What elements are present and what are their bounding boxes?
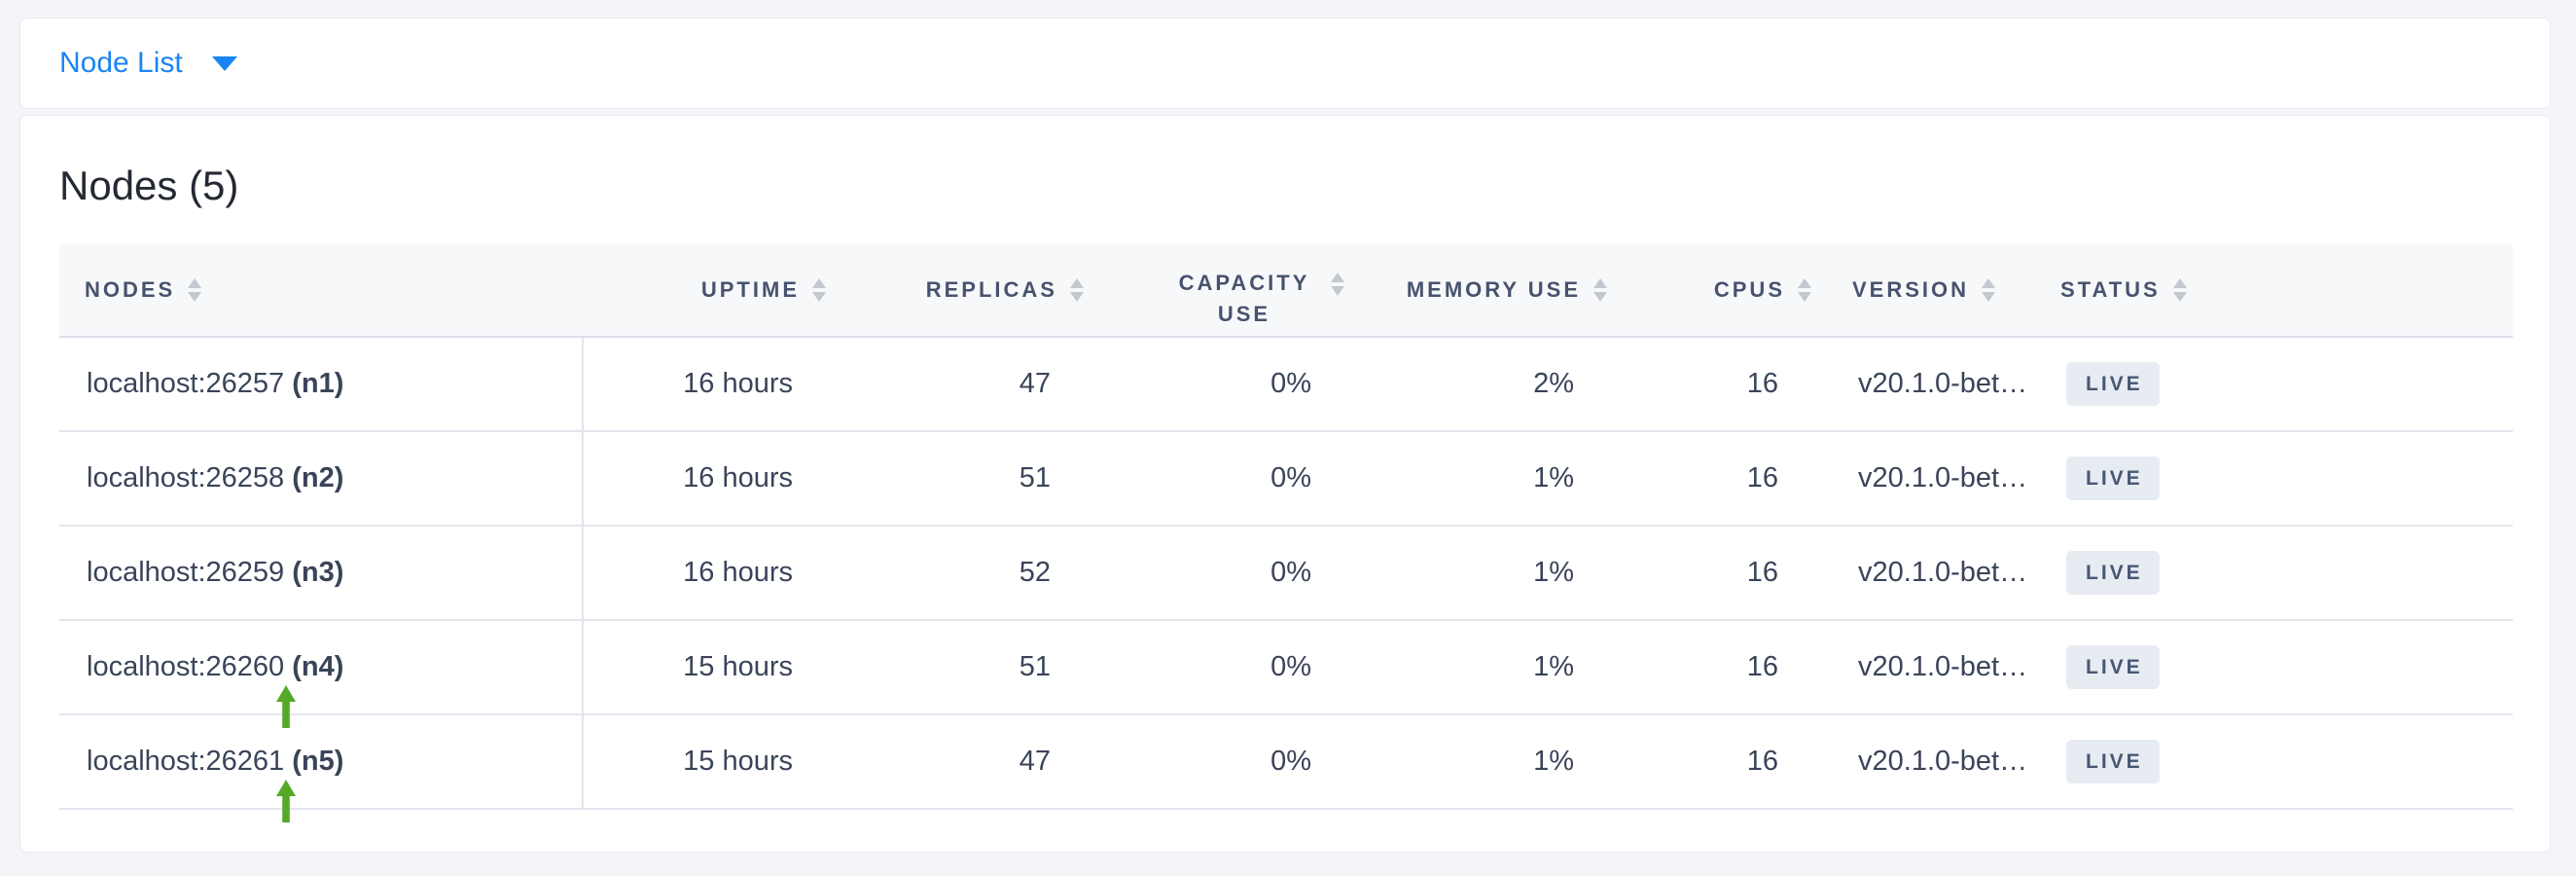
table-row: localhost:26261 (n5) 15 hours 47 0% 1% 1… (59, 714, 2513, 822)
version-cell: v20.1.0-bet… (1811, 431, 2033, 527)
capacity-use-cell: 0% (1084, 620, 1344, 715)
content-card: Nodes (5) NODES UPTIME (19, 115, 2551, 853)
column-header-nodes[interactable]: NODES (59, 244, 583, 338)
status-cell: LIVE (2033, 431, 2513, 527)
sort-icon (812, 278, 826, 302)
memory-use-cell: 1% (1344, 431, 1607, 527)
node-address: localhost:26258 (87, 462, 285, 493)
node-list-dropdown[interactable]: Node List (59, 47, 237, 80)
column-header-replicas-label: REPLICAS (925, 277, 1057, 302)
column-header-memory-use[interactable]: MEMORY USE (1344, 244, 1607, 338)
memory-use-cell: 1% (1344, 714, 1607, 810)
green-up-arrow-icon (274, 780, 298, 822)
column-header-nodes-label: NODES (85, 277, 176, 302)
node-address: localhost:26260 (87, 651, 285, 682)
column-header-memory-use-label: MEMORY USE (1406, 277, 1581, 302)
node-address-cell: localhost:26260 (n4) (59, 620, 584, 728)
node-id: (n4) (292, 651, 344, 682)
node-id: (n1) (292, 368, 344, 399)
sort-icon (1593, 278, 1607, 302)
sort-icon (1070, 278, 1084, 302)
column-header-uptime[interactable]: UPTIME (583, 244, 826, 338)
replicas-cell: 47 (826, 337, 1084, 432)
green-up-arrow-icon (274, 685, 298, 728)
column-header-status-label: STATUS (2060, 277, 2161, 302)
replicas-cell: 47 (826, 714, 1084, 810)
uptime-cell: 16 hours (583, 337, 826, 432)
status-cell: LIVE (2033, 714, 2513, 810)
node-address: localhost:26261 (87, 746, 285, 777)
status-badge: LIVE (2066, 740, 2160, 784)
column-header-cpus[interactable]: CPUS (1607, 244, 1811, 338)
column-header-capacity-use[interactable]: CAPACITY USE (1084, 244, 1344, 338)
status-badge: LIVE (2066, 362, 2160, 406)
column-header-replicas[interactable]: REPLICAS (826, 244, 1084, 338)
nodes-table: NODES UPTIME REPLICAS CAPACITY USE M (59, 244, 2513, 822)
column-header-version[interactable]: VERSION (1811, 244, 2033, 338)
node-list-dropdown-label: Node List (59, 47, 183, 79)
version-cell: v20.1.0-bet… (1811, 337, 2033, 432)
node-address-cell: localhost:26257 (n1) (59, 337, 584, 432)
column-header-version-label: VERSION (1852, 277, 1970, 302)
replicas-cell: 51 (826, 431, 1084, 527)
page-title: Nodes (5) (59, 163, 239, 208)
capacity-use-cell: 0% (1084, 714, 1344, 810)
uptime-cell: 16 hours (583, 431, 826, 527)
cpus-cell: 16 (1607, 620, 1811, 715)
sort-icon (188, 278, 202, 302)
node-address-cell: localhost:26259 (n3) (59, 526, 584, 621)
table-row: localhost:26259 (n3) 16 hours 52 0% 1% 1… (59, 526, 2513, 621)
cpus-cell: 16 (1607, 714, 1811, 810)
capacity-use-cell: 0% (1084, 337, 1344, 432)
uptime-cell: 15 hours (583, 714, 826, 810)
cpus-cell: 16 (1607, 337, 1811, 432)
status-cell: LIVE (2033, 337, 2513, 432)
column-header-uptime-label: UPTIME (700, 277, 800, 302)
memory-use-cell: 1% (1344, 620, 1607, 715)
version-cell: v20.1.0-bet… (1811, 526, 2033, 621)
version-cell: v20.1.0-bet… (1811, 620, 2033, 715)
node-address: localhost:26257 (87, 368, 285, 399)
memory-use-cell: 1% (1344, 526, 1607, 621)
cpus-cell: 16 (1607, 431, 1811, 527)
capacity-use-cell: 0% (1084, 526, 1344, 621)
sort-icon (1798, 278, 1811, 302)
sort-icon (1331, 273, 1344, 296)
sort-icon (1982, 278, 1996, 302)
column-header-cpus-label: CPUS (1713, 277, 1785, 302)
sort-icon (2172, 278, 2187, 302)
status-badge: LIVE (2066, 456, 2160, 500)
status-cell: LIVE (2033, 620, 2513, 715)
node-id: (n3) (292, 557, 344, 588)
node-address-cell: localhost:26261 (n5) (59, 714, 584, 822)
node-address: localhost:26259 (87, 557, 285, 588)
node-address-cell: localhost:26258 (n2) (59, 431, 584, 527)
node-id: (n5) (292, 746, 344, 777)
node-id: (n2) (292, 462, 344, 493)
uptime-cell: 16 hours (583, 526, 826, 621)
version-cell: v20.1.0-bet… (1811, 714, 2033, 810)
replicas-cell: 52 (826, 526, 1084, 621)
status-badge: LIVE (2066, 551, 2160, 595)
table-row: localhost:26258 (n2) 16 hours 51 0% 1% 1… (59, 431, 2513, 527)
column-header-capacity-use-label: CAPACITY USE (1178, 271, 1310, 326)
status-cell: LIVE (2033, 526, 2513, 621)
caret-down-icon (211, 55, 237, 71)
table-row: localhost:26257 (n1) 16 hours 47 0% 2% 1… (59, 337, 2513, 432)
table-header-row: NODES UPTIME REPLICAS CAPACITY USE M (59, 244, 2513, 338)
replicas-cell: 51 (826, 620, 1084, 715)
column-header-status[interactable]: STATUS (2033, 244, 2513, 338)
table-row: localhost:26260 (n4) 15 hours 51 0% 1% 1… (59, 620, 2513, 728)
memory-use-cell: 2% (1344, 337, 1607, 432)
cpus-cell: 16 (1607, 526, 1811, 621)
topbar: Node List (19, 18, 2551, 109)
capacity-use-cell: 0% (1084, 431, 1344, 527)
status-badge: LIVE (2066, 645, 2160, 689)
uptime-cell: 15 hours (583, 620, 826, 715)
